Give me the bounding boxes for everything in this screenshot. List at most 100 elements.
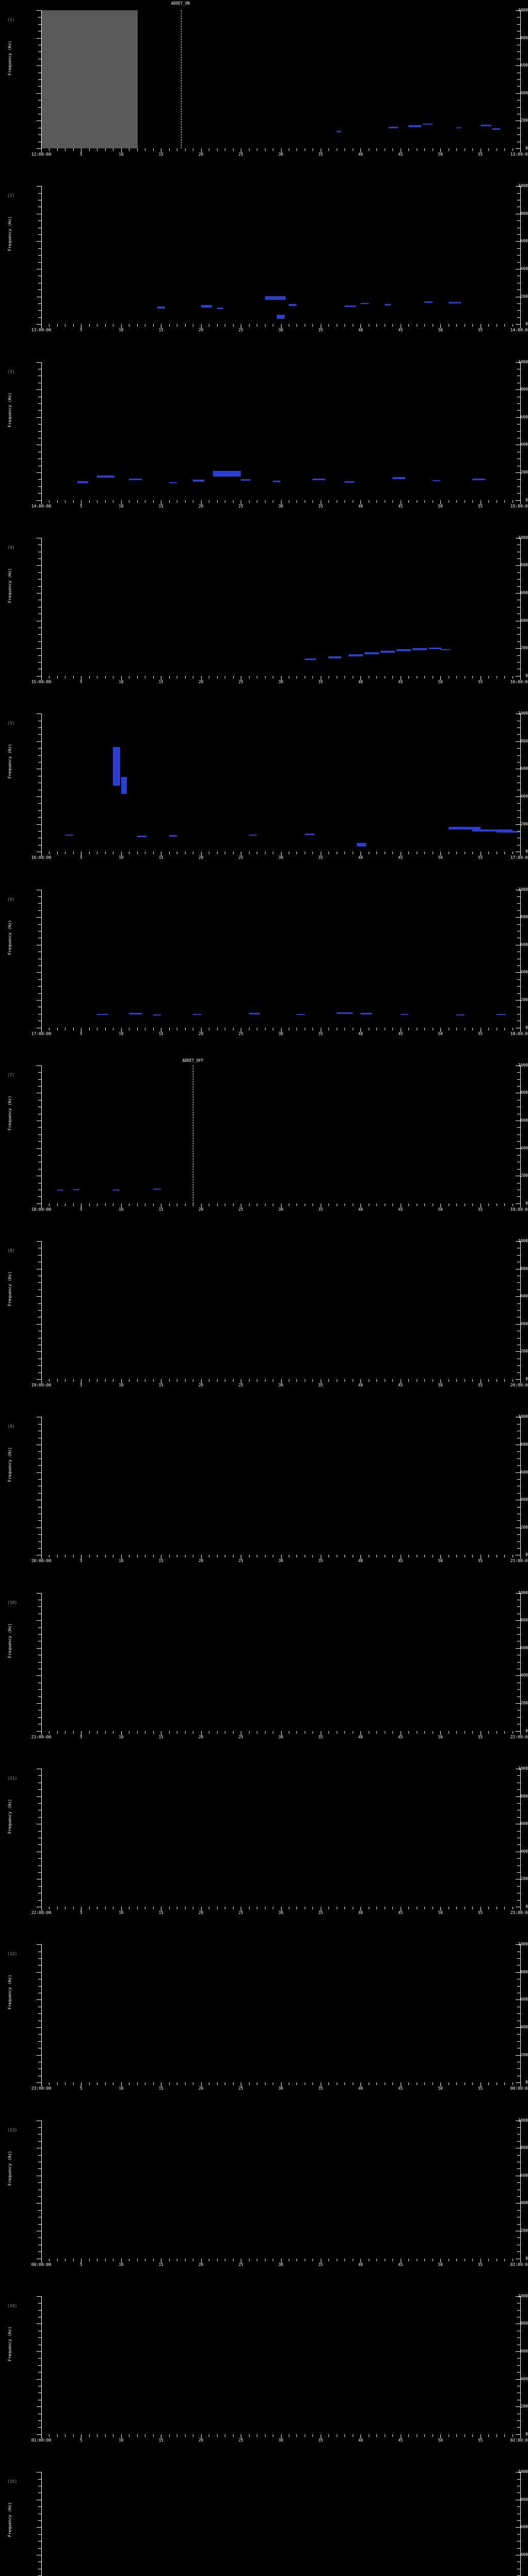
y-axis-tick (38, 193, 41, 194)
x-axis-tick (312, 1555, 314, 1558)
x-axis-tick (105, 1731, 106, 1734)
y-axis-tick-label: 1000 (518, 1062, 528, 1067)
y-axis-tick-right (517, 1534, 520, 1535)
detection-mark (201, 305, 212, 308)
y-axis-tick-label: 600 (520, 2349, 528, 2354)
y-axis-tick-label: 800 (520, 1793, 528, 1799)
x-axis-tick (41, 1907, 42, 1911)
x-axis-tick (89, 500, 90, 503)
y-axis-tick (38, 1282, 41, 1283)
y-axis-tick-label: 600 (520, 63, 528, 68)
detection-mark (344, 481, 354, 483)
x-axis-tick (376, 1027, 377, 1030)
detection-mark (65, 834, 73, 836)
y-axis-tick (38, 2013, 41, 2014)
x-axis-tick-label: 35 (318, 1207, 323, 1212)
y-axis-tick-right (517, 2479, 520, 2480)
y-axis-tick-right (517, 1310, 520, 1311)
x-axis-tick-label: 01:00:00 (510, 2262, 528, 2267)
y-axis-tick-label: 200 (520, 646, 528, 651)
x-axis-tick (376, 2434, 377, 2437)
x-axis-tick (105, 1027, 106, 1030)
x-axis-tick (105, 2258, 106, 2261)
x-axis-tick (280, 148, 282, 152)
x-axis-tick (73, 324, 74, 327)
x-axis-tick (392, 1203, 393, 1206)
x-axis-tick (89, 1379, 90, 1382)
x-axis-tick-label: 15 (158, 2086, 163, 2091)
plot-area[interactable] (41, 2120, 521, 2259)
x-axis-tick (169, 1027, 170, 1030)
x-axis-tick (312, 324, 314, 327)
y-axis-tick-right (517, 1817, 520, 1818)
x-axis-tick (201, 1379, 202, 1384)
x-axis-tick (121, 324, 122, 329)
x-axis-tick (185, 1555, 186, 1558)
x-axis-tick (249, 500, 250, 503)
spectrogram-panel: (3) Frequency (Hz) 0 200 400 600 800 1000 14:00:… (0, 352, 528, 528)
x-axis-tick (169, 1731, 170, 1734)
y-axis-tick-label: 0 (525, 497, 528, 502)
detection-mark (492, 128, 501, 130)
x-axis-tick (360, 1203, 361, 1208)
x-axis-tick (312, 2082, 314, 2086)
x-axis-tick-label: 35 (318, 1383, 323, 1388)
x-axis-tick (169, 1203, 170, 1206)
plot-area[interactable] (41, 1241, 521, 1380)
y-axis-tick-right (517, 403, 520, 404)
plot-area[interactable] (41, 537, 521, 676)
x-axis-tick (280, 324, 282, 329)
x-axis-tick-label: 30 (278, 855, 284, 860)
plot-area[interactable] (41, 362, 521, 500)
y-axis-label: Frequency (Hz) (7, 568, 12, 603)
x-axis-tick (408, 675, 409, 679)
plot-area[interactable] (41, 1769, 521, 1907)
y-axis-tick-right (516, 1592, 520, 1594)
x-axis-tick-label: 10 (119, 2086, 124, 2091)
y-axis-tick-right (516, 1472, 520, 1473)
plot-area[interactable] (41, 2296, 521, 2434)
plot-area[interactable] (41, 1417, 521, 1555)
x-axis-tick (360, 1027, 361, 1032)
y-axis-tick-right (517, 2196, 520, 2197)
x-axis-tick (185, 1731, 186, 1734)
y-axis-tick-label: 0 (525, 1377, 528, 1382)
x-axis-tick (89, 2434, 90, 2437)
y-axis-tick-right (517, 303, 520, 304)
plot-area[interactable] (41, 1944, 521, 2083)
x-axis-tick (376, 852, 377, 855)
x-axis-tick (280, 1027, 282, 1032)
x-axis-tick-label: 30 (278, 1910, 284, 1915)
y-axis-label: Frequency (Hz) (7, 1447, 12, 1482)
y-axis-tick-label: 400 (520, 2552, 528, 2557)
x-axis-tick (296, 1907, 298, 1909)
plot-area[interactable] (41, 2472, 521, 2576)
y-axis-tick-label: 800 (520, 35, 528, 40)
y-axis-tick (37, 1731, 41, 1732)
x-axis-tick-label: 21:00:00 (31, 1734, 52, 1739)
plot-area[interactable] (41, 186, 521, 325)
y-axis-tick (37, 1944, 41, 1945)
plot-area[interactable] (41, 1592, 521, 1731)
y-axis-tick-right (517, 1541, 520, 1542)
x-axis-tick-label: 15 (158, 1910, 163, 1915)
plot-area[interactable] (41, 1065, 521, 1204)
x-axis-tick (217, 852, 218, 855)
x-axis-tick-label: 55 (478, 1207, 483, 1212)
x-axis-tick-label: 50 (438, 503, 443, 509)
x-axis-tick-label: 30 (278, 2086, 284, 2091)
x-axis-tick (169, 2258, 170, 2261)
x-axis-tick (217, 148, 218, 151)
x-axis-tick (89, 2082, 90, 2086)
x-axis-tick (137, 1907, 138, 1909)
detection-mark (336, 1012, 353, 1014)
plot-area[interactable] (41, 889, 521, 1028)
x-axis-tick-label: 17:00:00 (510, 855, 528, 860)
detection-mark (296, 1013, 305, 1015)
x-axis-tick-label: 15 (158, 2437, 163, 2443)
y-axis-tick-label: 0 (525, 1904, 528, 1909)
y-axis-tick (38, 1451, 41, 1452)
detection-mark (137, 836, 147, 838)
y-axis-tick-right (517, 486, 520, 487)
detection-mark (113, 747, 121, 786)
